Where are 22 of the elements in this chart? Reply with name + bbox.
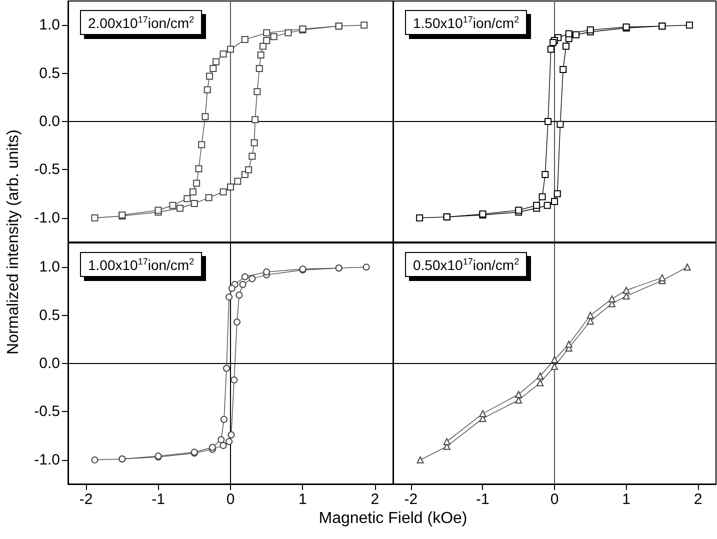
x-tick-label: 2 [694,491,702,508]
x-tick-label: 1 [298,491,307,508]
x-axis-title: Magnetic Field (kOe) [318,510,468,528]
y-tick-label: 1.0 [39,16,60,34]
y-tick-label: 0.5 [39,306,60,324]
x-tick-label: -2 [79,491,93,508]
x-tick-label: 1 [622,491,630,508]
y-tick-label: -0.5 [34,161,60,178]
x-tick-label: 2 [370,491,380,508]
x-tick-label: 0 [226,491,235,508]
y-axis-title: Normalized intensity (arb. units) [5,130,23,354]
x-tick-label: -1 [476,491,490,508]
y-tick-label: 1.0 [39,258,60,276]
y-tick-label: 0.0 [39,355,60,372]
y-tick-label: -0.5 [34,403,60,420]
x-tick-label: 0 [550,491,559,508]
y-tick-label: -1.0 [34,451,60,468]
x-tick-label: -2 [404,491,418,508]
y-tick-label: -1.0 [34,209,60,226]
x-tick-label: -1 [152,491,165,508]
y-tick-label: 0.0 [39,113,60,130]
y-tick-label: 0.5 [39,64,60,82]
